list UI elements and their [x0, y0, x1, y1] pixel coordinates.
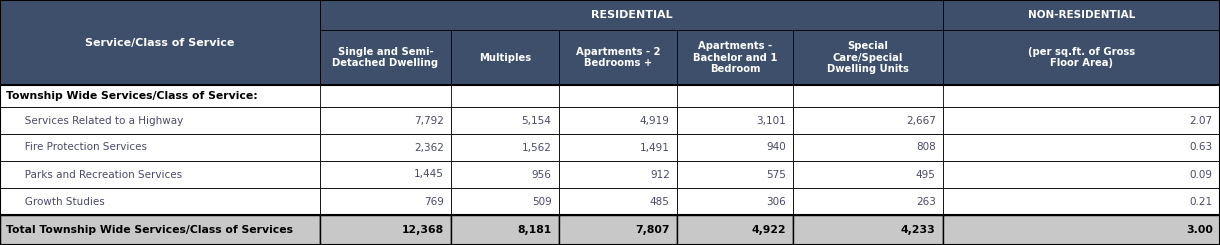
- Text: 509: 509: [532, 196, 551, 207]
- Bar: [793, 188, 943, 215]
- Text: Multiples: Multiples: [479, 52, 531, 62]
- Text: Growth Studies: Growth Studies: [15, 196, 105, 207]
- Text: 1,445: 1,445: [415, 170, 444, 180]
- Text: NON-RESIDENTIAL: NON-RESIDENTIAL: [1028, 10, 1135, 20]
- Text: Township Wide Services/Class of Service:: Township Wide Services/Class of Service:: [6, 91, 257, 101]
- Bar: [793, 134, 943, 161]
- Text: 0.21: 0.21: [1190, 196, 1213, 207]
- Text: Total Township Wide Services/Class of Services: Total Township Wide Services/Class of Se…: [6, 225, 293, 235]
- Bar: [320, 188, 451, 215]
- Text: Services Related to a Highway: Services Related to a Highway: [15, 115, 183, 125]
- Bar: [0, 188, 320, 215]
- Text: 3,101: 3,101: [756, 115, 786, 125]
- Bar: [0, 85, 1220, 107]
- Bar: [677, 215, 793, 245]
- Bar: [943, 188, 1220, 215]
- Bar: [320, 107, 451, 134]
- Text: Parks and Recreation Services: Parks and Recreation Services: [15, 170, 182, 180]
- Bar: [943, 0, 1220, 30]
- Bar: [0, 215, 320, 245]
- Bar: [677, 134, 793, 161]
- Text: 306: 306: [766, 196, 786, 207]
- Text: 2,362: 2,362: [415, 143, 444, 152]
- Text: 940: 940: [766, 143, 786, 152]
- Text: RESIDENTIAL: RESIDENTIAL: [590, 10, 672, 20]
- Bar: [451, 30, 559, 85]
- Bar: [943, 134, 1220, 161]
- Bar: [451, 107, 559, 134]
- Text: Single and Semi-
Detached Dwelling: Single and Semi- Detached Dwelling: [333, 47, 438, 68]
- Text: 8,181: 8,181: [517, 225, 551, 235]
- Text: (per sq.ft. of Gross
Floor Area): (per sq.ft. of Gross Floor Area): [1028, 47, 1135, 68]
- Bar: [559, 107, 677, 134]
- Bar: [0, 0, 320, 85]
- Bar: [793, 215, 943, 245]
- Bar: [943, 161, 1220, 188]
- Bar: [451, 161, 559, 188]
- Text: 4,922: 4,922: [752, 225, 786, 235]
- Bar: [320, 161, 451, 188]
- Text: 1,491: 1,491: [640, 143, 670, 152]
- Text: 7,807: 7,807: [636, 225, 670, 235]
- Text: Fire Protection Services: Fire Protection Services: [15, 143, 146, 152]
- Bar: [943, 107, 1220, 134]
- Bar: [677, 30, 793, 85]
- Bar: [677, 161, 793, 188]
- Bar: [793, 30, 943, 85]
- Text: 2,667: 2,667: [906, 115, 936, 125]
- Text: 808: 808: [916, 143, 936, 152]
- Text: 0.09: 0.09: [1190, 170, 1213, 180]
- Text: 485: 485: [650, 196, 670, 207]
- Bar: [559, 215, 677, 245]
- Text: 769: 769: [425, 196, 444, 207]
- Bar: [677, 107, 793, 134]
- Text: 575: 575: [766, 170, 786, 180]
- Text: 12,368: 12,368: [401, 225, 444, 235]
- Text: 2.07: 2.07: [1190, 115, 1213, 125]
- Bar: [320, 30, 451, 85]
- Text: 0.63: 0.63: [1190, 143, 1213, 152]
- Bar: [0, 134, 320, 161]
- Text: 3.00: 3.00: [1186, 225, 1213, 235]
- Bar: [793, 161, 943, 188]
- Bar: [0, 107, 320, 134]
- Text: 4,233: 4,233: [902, 225, 936, 235]
- Bar: [559, 30, 677, 85]
- Text: 912: 912: [650, 170, 670, 180]
- Text: 4,919: 4,919: [640, 115, 670, 125]
- Text: Apartments - 2
Bedrooms +: Apartments - 2 Bedrooms +: [576, 47, 660, 68]
- Text: 956: 956: [532, 170, 551, 180]
- Bar: [559, 134, 677, 161]
- Text: Special
Care/Special
Dwelling Units: Special Care/Special Dwelling Units: [827, 41, 909, 74]
- Bar: [943, 215, 1220, 245]
- Text: 5,154: 5,154: [522, 115, 551, 125]
- Bar: [677, 188, 793, 215]
- Text: 495: 495: [916, 170, 936, 180]
- Bar: [451, 134, 559, 161]
- Bar: [320, 215, 451, 245]
- Bar: [943, 30, 1220, 85]
- Bar: [793, 107, 943, 134]
- Bar: [559, 188, 677, 215]
- Text: Service/Class of Service: Service/Class of Service: [85, 37, 234, 48]
- Bar: [320, 134, 451, 161]
- Bar: [320, 0, 943, 30]
- Text: 7,792: 7,792: [415, 115, 444, 125]
- Bar: [451, 188, 559, 215]
- Text: 1,562: 1,562: [522, 143, 551, 152]
- Text: 263: 263: [916, 196, 936, 207]
- Bar: [451, 215, 559, 245]
- Bar: [0, 161, 320, 188]
- Text: Apartments -
Bachelor and 1
Bedroom: Apartments - Bachelor and 1 Bedroom: [693, 41, 777, 74]
- Bar: [559, 161, 677, 188]
